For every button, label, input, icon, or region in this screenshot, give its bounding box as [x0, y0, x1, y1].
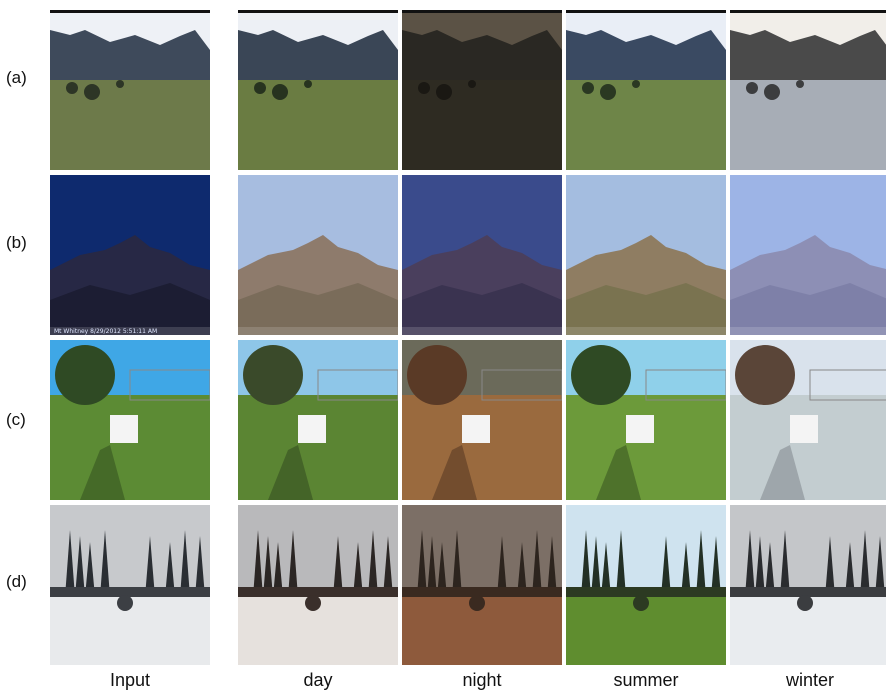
panel-image — [402, 505, 562, 665]
row-label-b: (b) — [6, 233, 27, 252]
panel-b-night — [402, 175, 562, 335]
col-label-night: night — [462, 670, 502, 690]
panel-image — [566, 340, 726, 500]
panel-image — [566, 505, 726, 665]
panel-image — [402, 10, 562, 170]
panel-c-summer — [566, 340, 726, 500]
row-label-d: (d) — [6, 572, 27, 591]
overlay-caption: Mt Whitney 8/29/2012 5:51:11 AM — [54, 328, 157, 335]
panel-image — [50, 505, 210, 665]
panel-image — [730, 175, 886, 335]
panel-b-summer — [566, 175, 726, 335]
col-label-summer: summer — [613, 670, 679, 690]
panel-d-night — [402, 505, 562, 665]
panel-b-winter — [730, 175, 886, 335]
row-label-c: (c) — [6, 410, 26, 429]
panel-b-input: Mt Whitney 8/29/2012 5:51:11 AM — [50, 175, 210, 335]
panel-image — [50, 10, 210, 170]
panel-image: Mt Whitney 8/29/2012 5:51:11 AM — [50, 175, 210, 335]
panel-a-winter — [730, 10, 886, 170]
panel-a-day — [238, 10, 398, 170]
panel-c-day — [238, 340, 398, 500]
panel-d-input — [50, 505, 210, 665]
panel-c-winter — [730, 340, 886, 500]
panel-d-summer — [566, 505, 726, 665]
panel-a-input — [50, 10, 210, 170]
panel-image — [238, 340, 398, 500]
col-label-day: day — [303, 670, 333, 690]
panel-image — [566, 175, 726, 335]
col-label-input: Input — [109, 670, 151, 690]
panel-image — [566, 10, 726, 170]
panel-image — [402, 340, 562, 500]
panel-a-summer — [566, 10, 726, 170]
panel-image — [730, 505, 886, 665]
panel-image — [238, 505, 398, 665]
panel-c-input — [50, 340, 210, 500]
panel-image — [50, 340, 210, 500]
panel-d-day — [238, 505, 398, 665]
panel-image — [238, 10, 398, 170]
panel-b-day — [238, 175, 398, 335]
panel-image — [402, 175, 562, 335]
panel-image — [238, 175, 398, 335]
col-label-winter: winter — [785, 670, 834, 690]
panel-c-night — [402, 340, 562, 500]
panel-d-winter — [730, 505, 886, 665]
row-label-a: (a) — [6, 68, 27, 87]
panel-a-night — [402, 10, 562, 170]
panel-image — [730, 10, 886, 170]
panel-image — [730, 340, 886, 500]
